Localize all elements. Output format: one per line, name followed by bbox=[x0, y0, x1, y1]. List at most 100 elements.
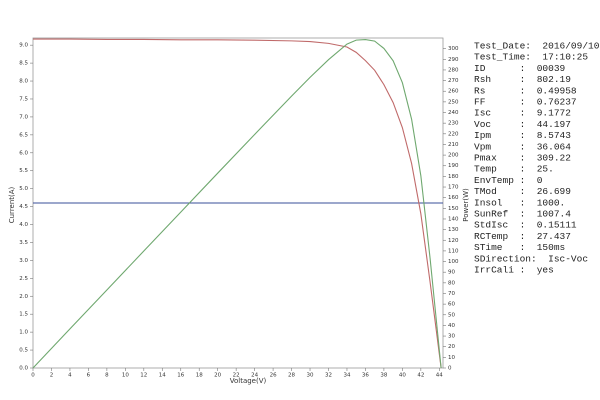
x-tick-label: 30 bbox=[307, 373, 314, 379]
info-line: Voc : 44.197 bbox=[474, 119, 571, 130]
y2-tick-label: 160 bbox=[448, 195, 459, 201]
y2-tick-label: 80 bbox=[448, 280, 455, 286]
y2-tick-label: 140 bbox=[448, 216, 459, 222]
y2-tick-label: 60 bbox=[448, 302, 455, 308]
info-line: SDirection: Isc-Voc bbox=[474, 253, 588, 264]
y2-tick-label: 0 bbox=[448, 366, 452, 372]
y-tick-label: 1.5 bbox=[19, 312, 28, 318]
y-axis-label: Current(A) bbox=[8, 186, 16, 223]
y2-tick-label: 120 bbox=[448, 238, 459, 244]
x-tick-label: 14 bbox=[159, 373, 166, 379]
info-line: Isc : 9.1772 bbox=[474, 108, 571, 119]
y-tick-label: 6.5 bbox=[19, 132, 28, 138]
y2-tick-label: 130 bbox=[448, 227, 459, 233]
x-tick-label: 32 bbox=[325, 373, 332, 379]
x-tick-label: 0 bbox=[31, 373, 35, 379]
x-tick-label: 42 bbox=[417, 373, 424, 379]
y-tick-label: 5.5 bbox=[19, 168, 28, 174]
x-tick-label: 40 bbox=[399, 373, 406, 379]
info-line: Temp : 25. bbox=[474, 164, 554, 175]
y-tick-label: 9.0 bbox=[19, 43, 28, 49]
info-line: StdIsc : 0.15111 bbox=[474, 220, 577, 231]
x-tick-label: 16 bbox=[177, 373, 184, 379]
y2-tick-label: 220 bbox=[448, 131, 459, 137]
y2-tick-label: 290 bbox=[448, 57, 459, 63]
y2-tick-label: 30 bbox=[448, 334, 455, 340]
y-tick-label: 4.5 bbox=[19, 204, 28, 210]
info-line: TMod : 26.699 bbox=[474, 186, 571, 197]
y-tick-label: 2.0 bbox=[19, 294, 28, 300]
y-tick-label: 1.0 bbox=[19, 330, 28, 336]
x-tick-label: 34 bbox=[343, 373, 350, 379]
info-line: Rsh : 802.19 bbox=[474, 74, 571, 85]
y-tick-label: 3.0 bbox=[19, 258, 28, 264]
x-tick-label: 12 bbox=[140, 373, 147, 379]
y2-tick-label: 150 bbox=[448, 206, 459, 212]
x-tick-label: 36 bbox=[362, 373, 369, 379]
y2-tick-label: 210 bbox=[448, 142, 459, 148]
data-line bbox=[32, 39, 442, 369]
y2-tick-label: 180 bbox=[448, 174, 459, 180]
x-tick-label: 8 bbox=[105, 373, 109, 379]
x-tick-label: 26 bbox=[270, 373, 277, 379]
info-line: Pmax : 309.22 bbox=[474, 153, 571, 164]
y2-tick-label: 50 bbox=[448, 312, 455, 318]
y-tick-label: 0.5 bbox=[19, 348, 28, 354]
y2-tick-label: 300 bbox=[448, 46, 459, 52]
x-tick-label: 20 bbox=[214, 373, 221, 379]
y-tick-label: 6.0 bbox=[19, 150, 28, 156]
y2-tick-label: 20 bbox=[448, 344, 455, 350]
info-line: Test_Date: 2016/09/10 bbox=[474, 41, 600, 52]
info-line: IrrCali : yes bbox=[474, 265, 554, 276]
x-tick-label: 2 bbox=[50, 373, 54, 379]
info-line: Vpm : 36.064 bbox=[474, 141, 571, 152]
x-tick-label: 18 bbox=[196, 373, 203, 379]
y-tick-label: 7.0 bbox=[19, 114, 28, 120]
x-tick-label: 38 bbox=[380, 373, 387, 379]
info-line: SunRef : 1007.4 bbox=[474, 209, 571, 220]
y2-tick-label: 230 bbox=[448, 121, 459, 127]
y2-tick-label: 270 bbox=[448, 78, 459, 84]
y-tick-label: 4.0 bbox=[19, 222, 28, 228]
y2-tick-label: 200 bbox=[448, 153, 459, 159]
y-tick-label: 8.0 bbox=[19, 79, 28, 85]
y-tick-label: 7.5 bbox=[19, 96, 28, 102]
info-line: ID : 00039 bbox=[474, 63, 566, 74]
x-tick-label: 24 bbox=[251, 373, 258, 379]
info-line: FF : 0.76237 bbox=[474, 97, 577, 108]
y-tick-label: 8.5 bbox=[19, 61, 28, 67]
y-tick-label: 2.5 bbox=[19, 276, 28, 282]
y2-tick-label: 70 bbox=[448, 291, 455, 297]
y2-tick-label: 250 bbox=[448, 99, 459, 105]
info-line: Insol : 1000. bbox=[474, 197, 565, 208]
x-tick-label: 44 bbox=[436, 373, 443, 379]
x-tick-label: 22 bbox=[233, 373, 240, 379]
y2-tick-label: 90 bbox=[448, 270, 455, 276]
y2-tick-label: 260 bbox=[448, 89, 459, 95]
y2-tick-label: 280 bbox=[448, 67, 459, 73]
data-line bbox=[33, 38, 442, 369]
info-line: STime : 150ms bbox=[474, 242, 565, 253]
x-tick-label: 6 bbox=[87, 373, 91, 379]
x-tick-label: 28 bbox=[288, 373, 295, 379]
x-tick-label: 10 bbox=[122, 373, 129, 379]
y-tick-label: 5.0 bbox=[19, 186, 28, 192]
x-axis-label: Voltage(V) bbox=[230, 377, 267, 385]
y2-tick-label: 190 bbox=[448, 163, 459, 169]
y2-axis-label: Power(W) bbox=[462, 188, 470, 222]
info-line: RCTemp : 27.437 bbox=[474, 231, 571, 242]
info-line: Test_Time: 17:10:25 bbox=[474, 52, 588, 63]
x-tick-label: 4 bbox=[68, 373, 72, 379]
info-line: Rs : 0.49958 bbox=[474, 85, 577, 96]
y2-tick-label: 100 bbox=[448, 259, 459, 265]
y-tick-label: 3.5 bbox=[19, 240, 28, 246]
y2-tick-label: 110 bbox=[448, 248, 459, 254]
y2-tick-label: 170 bbox=[448, 185, 459, 191]
y2-tick-label: 10 bbox=[448, 355, 455, 361]
info-line: EnvTemp : 0 bbox=[474, 175, 543, 186]
info-line: Ipm : 8.5743 bbox=[474, 130, 571, 141]
y-tick-label: 0.0 bbox=[19, 366, 28, 372]
y2-tick-label: 40 bbox=[448, 323, 455, 329]
y2-tick-label: 240 bbox=[448, 110, 459, 116]
